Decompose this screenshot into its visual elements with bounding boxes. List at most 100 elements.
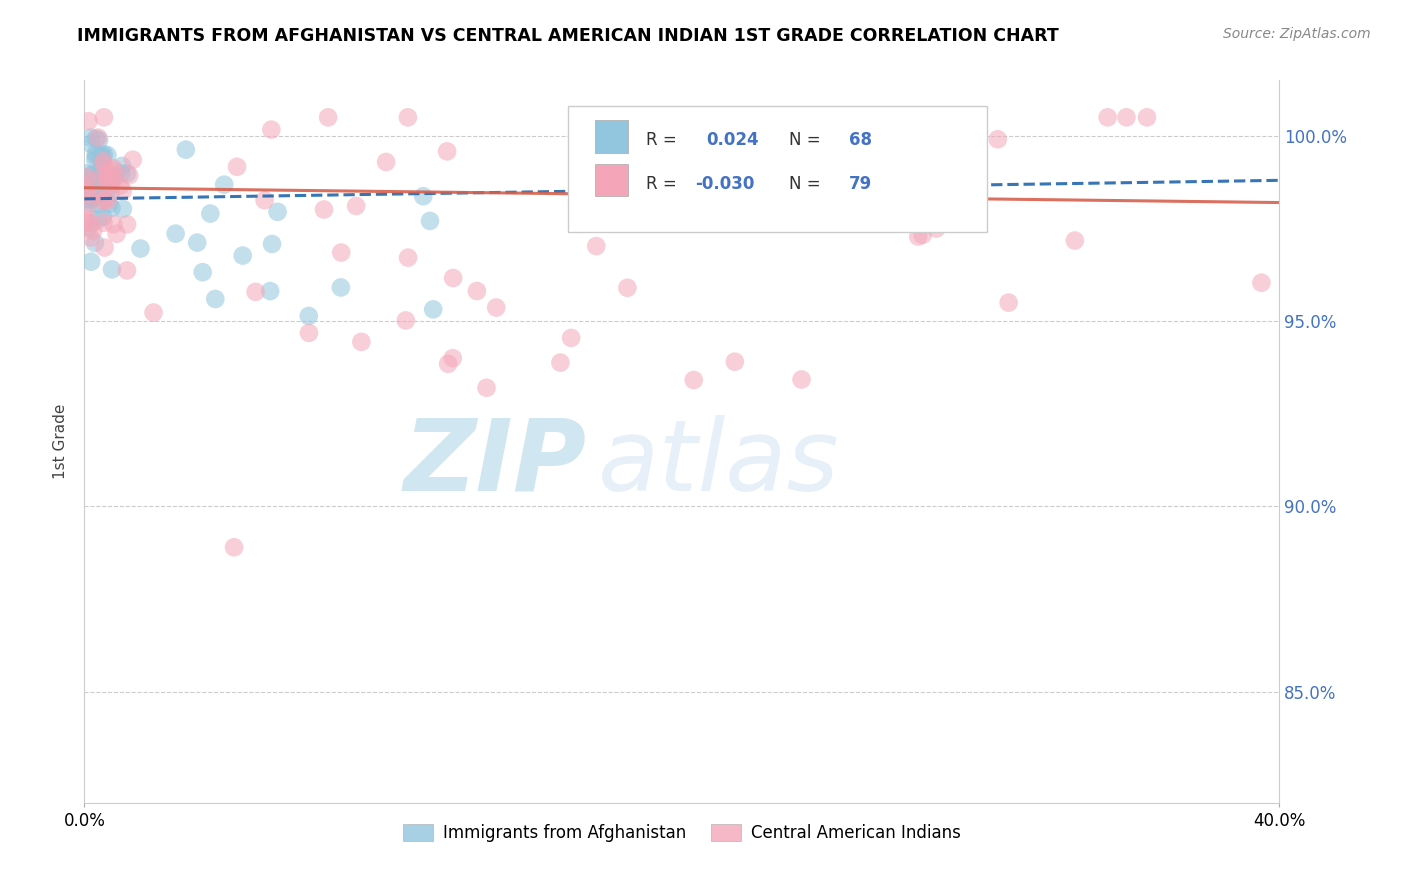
- Point: [222, 541, 245, 555]
- Point: [75, 193, 97, 207]
- Point: [80, 130, 103, 145]
- Point: [80, 254, 103, 268]
- Point: [91, 161, 114, 176]
- Point: [87, 212, 110, 227]
- Point: [93, 158, 115, 172]
- Text: 0.024: 0.024: [706, 131, 758, 149]
- Point: [76, 201, 98, 215]
- Text: R =: R =: [647, 175, 676, 193]
- Point: [97, 194, 120, 208]
- Point: [104, 169, 127, 184]
- Point: [93, 177, 115, 191]
- Point: [437, 357, 460, 371]
- Point: [80, 188, 103, 202]
- Point: [997, 295, 1019, 310]
- Point: [77, 220, 100, 235]
- Point: [76, 192, 98, 206]
- Point: [762, 178, 785, 193]
- Point: [115, 166, 138, 180]
- Point: [724, 354, 747, 368]
- Point: [118, 168, 141, 182]
- Point: [1097, 111, 1119, 125]
- Point: [82, 191, 104, 205]
- Point: [80, 216, 103, 230]
- Point: [253, 193, 276, 207]
- Text: 79: 79: [849, 175, 873, 193]
- Point: [350, 334, 373, 349]
- Bar: [595, 163, 628, 196]
- Point: [396, 251, 419, 265]
- Point: [96, 168, 118, 182]
- Text: atlas: atlas: [599, 415, 839, 512]
- Point: [90, 153, 112, 167]
- Point: [329, 280, 352, 294]
- Point: [79, 174, 101, 188]
- Point: [91, 194, 114, 209]
- Point: [108, 178, 131, 193]
- Point: [330, 245, 353, 260]
- Y-axis label: 1st Grade: 1st Grade: [53, 404, 69, 479]
- Point: [682, 373, 704, 387]
- Point: [93, 216, 115, 230]
- Point: [76, 187, 98, 202]
- Point: [111, 202, 134, 216]
- Point: [111, 184, 134, 198]
- Point: [110, 166, 132, 180]
- Point: [422, 302, 444, 317]
- Point: [80, 174, 103, 188]
- Point: [82, 182, 104, 196]
- Text: ZIP: ZIP: [404, 415, 586, 512]
- Point: [165, 227, 187, 241]
- Point: [103, 161, 125, 176]
- Text: IMMIGRANTS FROM AFGHANISTAN VS CENTRAL AMERICAN INDIAN 1ST GRADE CORRELATION CHA: IMMIGRANTS FROM AFGHANISTAN VS CENTRAL A…: [77, 27, 1059, 45]
- Point: [475, 381, 498, 395]
- Point: [191, 265, 214, 279]
- Point: [84, 153, 107, 167]
- Point: [441, 271, 464, 285]
- Point: [96, 171, 118, 186]
- FancyBboxPatch shape: [568, 105, 987, 232]
- Point: [226, 160, 249, 174]
- Point: [82, 167, 104, 181]
- Point: [1136, 111, 1159, 125]
- Text: -0.030: -0.030: [695, 175, 755, 193]
- Point: [100, 201, 122, 215]
- Point: [550, 356, 572, 370]
- Point: [100, 178, 122, 192]
- Point: [80, 136, 103, 151]
- Point: [87, 130, 110, 145]
- Point: [97, 167, 120, 181]
- Text: Source: ZipAtlas.com: Source: ZipAtlas.com: [1223, 27, 1371, 41]
- Point: [344, 199, 367, 213]
- Point: [918, 197, 941, 211]
- Point: [465, 284, 488, 298]
- Point: [1115, 111, 1137, 125]
- Point: [77, 114, 100, 128]
- Point: [93, 147, 115, 161]
- Point: [96, 148, 118, 162]
- Point: [86, 198, 108, 212]
- Point: [1250, 276, 1272, 290]
- Point: [79, 196, 101, 211]
- Point: [987, 132, 1010, 146]
- Point: [75, 182, 97, 196]
- Point: [75, 166, 97, 180]
- Point: [100, 186, 122, 201]
- Point: [375, 155, 398, 169]
- Point: [925, 221, 948, 235]
- Text: N =: N =: [790, 131, 821, 149]
- Legend: Immigrants from Afghanistan, Central American Indians: Immigrants from Afghanistan, Central Ame…: [396, 817, 967, 848]
- Point: [84, 149, 107, 163]
- Point: [103, 217, 125, 231]
- Point: [790, 372, 813, 386]
- Point: [142, 305, 165, 319]
- Point: [87, 133, 110, 147]
- Point: [395, 313, 418, 327]
- Point: [93, 241, 115, 255]
- Point: [75, 215, 97, 229]
- Point: [84, 131, 107, 145]
- Point: [83, 187, 105, 202]
- Point: [616, 281, 638, 295]
- Point: [412, 189, 434, 203]
- Point: [89, 178, 111, 192]
